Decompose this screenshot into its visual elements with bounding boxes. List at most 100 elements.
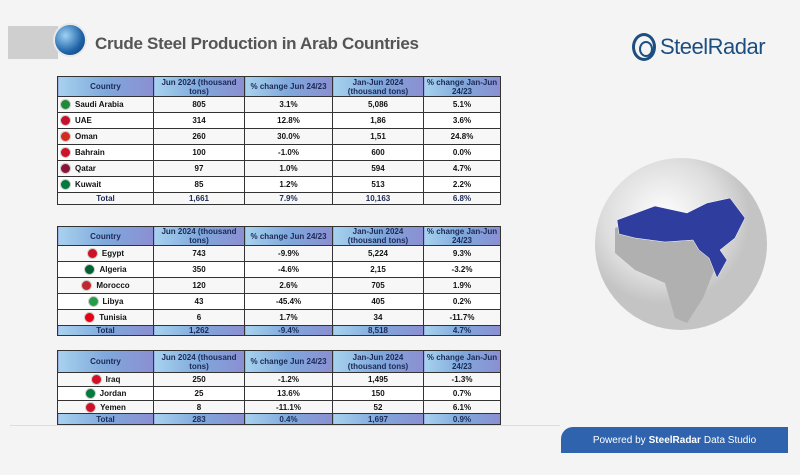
country-name: Yemen (100, 402, 126, 412)
value-cell: 24.8% (423, 128, 501, 145)
value-cell: 0.7% (423, 386, 501, 401)
divider (10, 425, 560, 426)
value-cell: 3.1% (244, 96, 333, 113)
total-cell: 4.7% (423, 325, 501, 336)
value-cell: 600 (332, 144, 424, 161)
flag-icon (84, 312, 96, 323)
total-cell: 1,262 (153, 325, 245, 336)
flag-icon (60, 179, 71, 190)
table-row: Jordan 25 13.6% 150 0.7% (57, 386, 501, 401)
country-cell: UAE (57, 112, 154, 129)
value-cell: 5,224 (332, 245, 424, 262)
column-header: % change Jun 24/23 (244, 76, 333, 97)
value-cell: 705 (332, 277, 424, 294)
country-label: Qatar (60, 163, 151, 174)
value-cell: 2.2% (423, 176, 501, 193)
total-cell: Total (57, 325, 154, 336)
value-cell: 13.6% (244, 386, 333, 401)
flag-icon (81, 280, 93, 291)
value-cell: 0.2% (423, 293, 501, 310)
page-title: Crude Steel Production in Arab Countries (95, 34, 419, 53)
value-cell: -1.2% (244, 372, 333, 387)
total-cell: 8,518 (332, 325, 424, 336)
logo-text: SteelRadar (660, 34, 766, 59)
globe-icon (55, 25, 85, 55)
value-cell: 1,86 (332, 112, 424, 129)
country-name: Egypt (101, 249, 125, 258)
table-row: Egypt 743 -9.9% 5,224 9.3% (57, 245, 501, 262)
production-table-2: Country Jun 2024 (thousand tons)% change … (57, 226, 501, 336)
total-cell: Total (57, 192, 154, 205)
table-row: Kuwait 85 1.2% 513 2.2% (57, 176, 501, 193)
flag-icon (87, 296, 99, 307)
steelradar-logo: SteelRadar (632, 33, 766, 61)
header-row: Country Jun 2024 (thousand tons)% change … (57, 350, 501, 373)
value-cell: 85 (153, 176, 245, 193)
country-cell: Qatar (57, 160, 154, 177)
value-cell: 100 (153, 144, 245, 161)
flag-icon (60, 115, 71, 126)
country-name: Algeria (99, 265, 127, 274)
country-label: Oman (60, 131, 151, 142)
value-cell: 513 (332, 176, 424, 193)
table-row: Oman 260 30.0% 1,51 24.8% (57, 128, 501, 145)
value-cell: 4.7% (423, 160, 501, 177)
value-cell: -45.4% (244, 293, 333, 310)
country-label: Tunisia (60, 312, 151, 323)
value-cell: 1.9% (423, 277, 501, 294)
table-row: Yemen 8 -11.1% 52 6.1% (57, 400, 501, 414)
value-cell: 5,086 (332, 96, 424, 113)
total-cell: 0.9% (423, 413, 501, 425)
value-cell: -1.3% (423, 372, 501, 387)
country-label: Algeria (60, 264, 151, 275)
value-cell: 97 (153, 160, 245, 177)
header-row: Country Jun 2024 (thousand tons)% change … (57, 226, 501, 246)
radar-icon (632, 33, 656, 61)
total-cell: -9.4% (244, 325, 333, 336)
column-header: Country (57, 350, 154, 373)
column-header: Jun 2024 (thousand tons) (153, 350, 245, 373)
value-cell: 260 (153, 128, 245, 145)
table-row: Saudi Arabia 805 3.1% 5,086 5.1% (57, 96, 501, 113)
column-header: Country (57, 226, 154, 246)
africa-landmass (615, 213, 715, 323)
country-name: Libya (102, 297, 124, 306)
value-cell: -3.2% (423, 261, 501, 278)
value-cell: 25 (153, 386, 245, 401)
column-header: % change Jun 24/23 (244, 350, 333, 373)
value-cell: 743 (153, 245, 245, 262)
value-cell: -11.7% (423, 309, 501, 326)
value-cell: 6 (153, 309, 245, 326)
production-table-1: Country Jun 2024 (thousand tons)% change … (57, 76, 501, 205)
total-cell: 1,661 (153, 192, 245, 205)
value-cell: 314 (153, 112, 245, 129)
value-cell: 2.6% (244, 277, 333, 294)
value-cell: 594 (332, 160, 424, 177)
total-cell: 6.8% (423, 192, 501, 205)
table-row: Morocco 120 2.6% 705 1.9% (57, 277, 501, 294)
table-row: UAE 314 12.8% 1,86 3.6% (57, 112, 501, 129)
table-row: Algeria 350 -4.6% 2,15 -3.2% (57, 261, 501, 278)
arab-world-map (595, 158, 767, 330)
column-header: % change Jun 24/23 (244, 226, 333, 246)
value-cell: 250 (153, 372, 245, 387)
total-cell: Total (57, 413, 154, 425)
value-cell: 9.3% (423, 245, 501, 262)
country-cell: Algeria (57, 261, 154, 278)
country-label: Saudi Arabia (60, 99, 151, 110)
value-cell: 8 (153, 400, 245, 414)
title-bar-accent (8, 26, 58, 59)
value-cell: -1.0% (244, 144, 333, 161)
column-header: Jan-Jun 2024 (thousand tons) (332, 76, 424, 97)
flag-icon (60, 131, 71, 142)
value-cell: 52 (332, 400, 424, 414)
country-cell: Iraq (57, 372, 154, 387)
value-cell: 1.2% (244, 176, 333, 193)
footer-banner: Powered by SteelRadar Data Studio (561, 427, 788, 453)
value-cell: 0.0% (423, 144, 501, 161)
value-cell: 1,51 (332, 128, 424, 145)
footer-prefix: Powered by (592, 434, 646, 446)
table-row: Bahrain 100 -1.0% 600 0.0% (57, 144, 501, 161)
value-cell: 12.8% (244, 112, 333, 129)
country-name: Kuwait (75, 180, 102, 189)
